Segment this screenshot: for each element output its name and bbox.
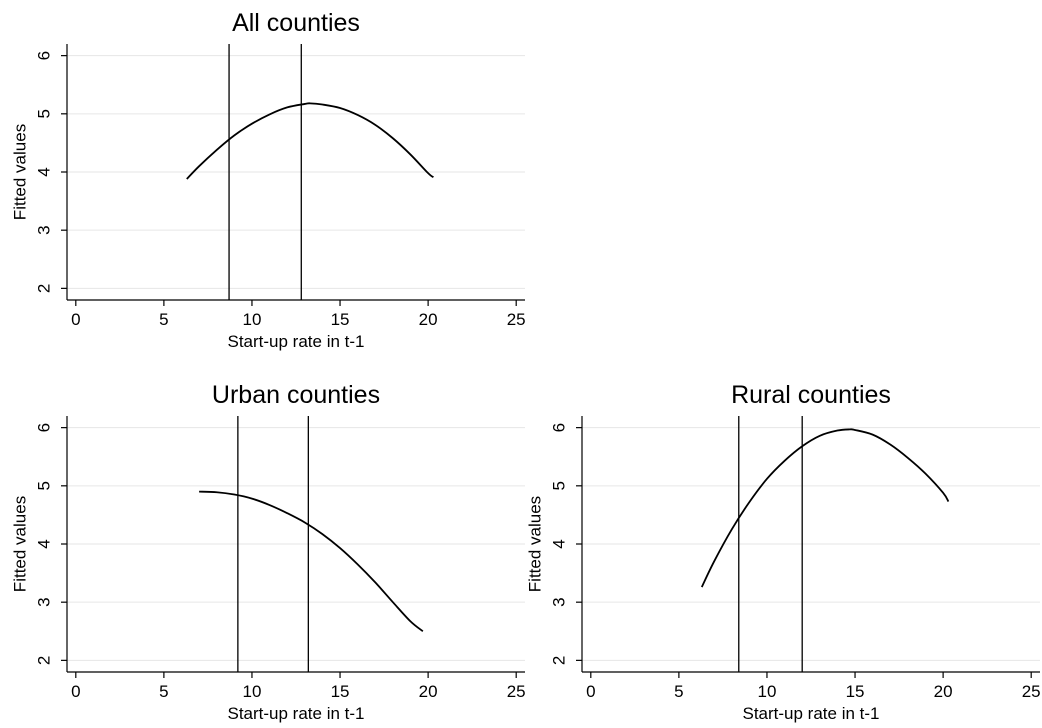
fitted-curve [700,428,950,588]
x-tick-label: 25 [507,682,526,701]
y-tick-label: 5 [35,109,54,118]
x-axis-label: Start-up rate in t-1 [742,704,879,723]
y-tick-label: 2 [35,284,54,293]
chart-panel-1: 0 5 10 15 20 25 2 3 4 5 6 All counties Start-up rate… [11,9,526,351]
x-tick-label: 20 [419,310,438,329]
y-tick-label: 4 [550,539,569,548]
y-tick-label: 2 [35,656,54,665]
x-tick-label: 20 [419,682,438,701]
x-axis-label: Start-up rate in t-1 [227,332,364,351]
chart-title: Urban counties [212,381,380,409]
y-tick-label: 3 [550,597,569,606]
y-tick-label: 3 [35,225,54,234]
x-tick-label: 0 [586,682,595,701]
x-tick-label: 5 [159,310,168,329]
y-tick-label: 5 [35,481,54,490]
chart-panel-3: 0 5 10 15 20 25 2 3 4 5 6 Rural counties Start-up ra… [526,381,1041,723]
chart-title: Rural counties [731,381,891,409]
y-tick-label: 2 [550,656,569,665]
x-tick-label: 10 [243,310,262,329]
chart-title: All counties [232,9,360,37]
x-tick-label: 25 [1022,682,1041,701]
y-axis-label: Fitted values [11,124,30,220]
x-tick-label: 15 [846,682,865,701]
y-tick-label: 4 [35,539,54,548]
y-tick-label: 6 [35,423,54,432]
y-tick-label: 3 [35,597,54,606]
y-tick-label: 6 [550,423,569,432]
x-axis-label: Start-up rate in t-1 [227,704,364,723]
x-tick-label: 0 [71,682,80,701]
x-tick-label: 5 [159,682,168,701]
x-tick-label: 0 [71,310,80,329]
y-axis-label: Fitted values [11,496,30,592]
y-tick-label: 4 [35,167,54,176]
x-tick-label: 10 [243,682,262,701]
x-tick-label: 25 [507,310,526,329]
chart-panel-2: 0 5 10 15 20 25 2 3 4 5 6 Urban counties Start-up ra… [11,381,526,723]
fitted-curve [186,102,434,180]
y-tick-label: 6 [35,51,54,60]
fitted-curve [199,490,424,632]
x-tick-label: 15 [331,310,350,329]
x-tick-label: 15 [331,682,350,701]
y-tick-label: 5 [550,481,569,490]
x-tick-label: 20 [934,682,953,701]
y-axis-label: Fitted values [526,496,545,592]
x-tick-label: 5 [674,682,683,701]
x-tick-label: 10 [758,682,777,701]
